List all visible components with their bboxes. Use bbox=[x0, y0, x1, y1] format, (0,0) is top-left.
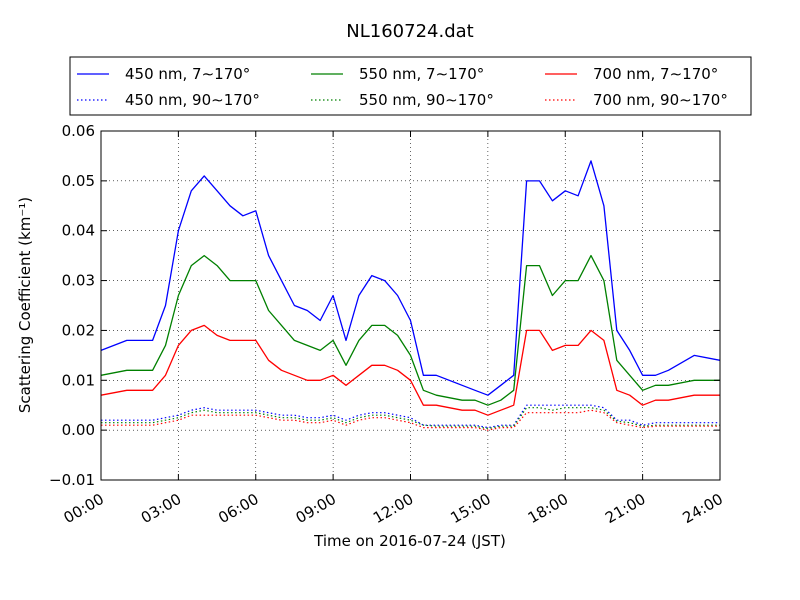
legend-label: 700 nm, 90∼170° bbox=[593, 91, 728, 109]
axis-ticks: 00:00 03:00 06:00 09:00 12:00 15:00 18:00 21:00… bbox=[49, 122, 726, 527]
legend-label: 550 nm, 90∼170° bbox=[359, 91, 494, 109]
series-line-450-nm-7-170 bbox=[100, 160, 721, 396]
y-tick-label: 0.00 bbox=[62, 421, 95, 439]
x-axis-label: Time on 2016-07-24 (JST) bbox=[313, 532, 506, 550]
x-tick-label: 06:00 bbox=[215, 490, 261, 527]
y-tick-label: −0.01 bbox=[49, 471, 95, 489]
y-tick-label: 0.03 bbox=[62, 272, 95, 290]
y-tick-label: 0.01 bbox=[62, 371, 95, 389]
legend-box bbox=[69, 56, 752, 116]
series-line-450-nm-90-170 bbox=[101, 404, 720, 429]
x-tick-label: 03:00 bbox=[138, 490, 184, 527]
y-tick-label: 0.02 bbox=[62, 321, 95, 339]
y-tick-label: 0.05 bbox=[62, 172, 95, 190]
x-tick-label: 00:00 bbox=[61, 490, 107, 527]
grid bbox=[101, 131, 720, 480]
series-line-550-nm-7-170 bbox=[100, 254, 720, 406]
chart-title: NL160724.dat bbox=[346, 21, 473, 42]
series-line-700-nm-7-170 bbox=[100, 324, 720, 416]
legend-label: 450 nm, 7∼170° bbox=[125, 65, 250, 83]
x-tick-label: 21:00 bbox=[602, 490, 648, 527]
legend-label: 700 nm, 7∼170° bbox=[593, 65, 718, 83]
x-tick-label: 18:00 bbox=[525, 490, 571, 527]
x-tick-label: 09:00 bbox=[293, 490, 339, 527]
x-tick-label: 12:00 bbox=[370, 490, 416, 527]
legend: 450 nm, 7∼170° 550 nm, 7∼170° 700 nm, 7∼17… bbox=[69, 56, 752, 116]
series-layer bbox=[100, 160, 721, 431]
series-line-550-nm-90-170 bbox=[101, 407, 720, 430]
y-tick-label: 0.06 bbox=[62, 122, 95, 140]
y-axis-label: Scattering Coefficient (km⁻¹) bbox=[16, 197, 34, 413]
legend-label: 450 nm, 90∼170° bbox=[125, 91, 260, 109]
y-tick-label: 0.04 bbox=[62, 222, 95, 240]
x-tick-label: 15:00 bbox=[447, 490, 493, 527]
legend-label: 550 nm, 7∼170° bbox=[359, 65, 484, 83]
x-tick-label: 24:00 bbox=[680, 490, 726, 527]
